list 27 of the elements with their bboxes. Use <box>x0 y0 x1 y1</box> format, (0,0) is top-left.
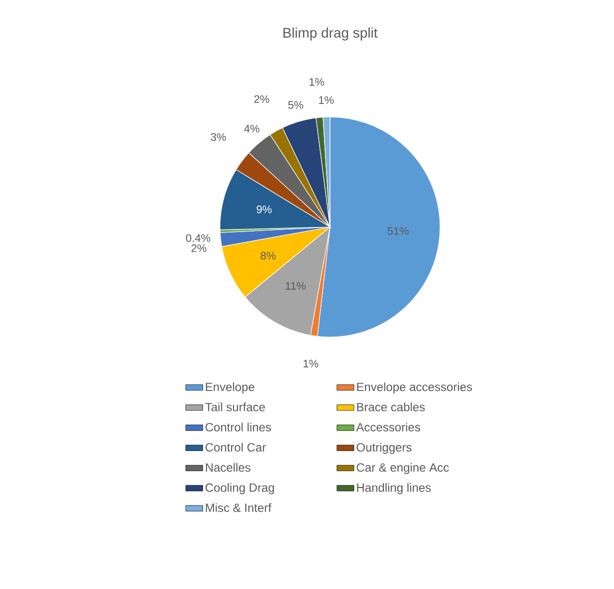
data-label: 9% <box>256 205 272 214</box>
data-label: 1% <box>310 78 324 86</box>
legend-label: Cooling Drag <box>206 483 274 494</box>
data-label: 1% <box>304 360 318 368</box>
legend-label: Misc & Interf <box>206 503 272 512</box>
legend-label: Outriggers <box>356 442 412 454</box>
data-label: 2% <box>254 95 270 103</box>
legend-label: Brace cables <box>357 402 425 412</box>
data-label: 0.4% <box>186 234 210 242</box>
legend-label: Accessories <box>356 422 420 432</box>
data-label: 2% <box>192 244 206 252</box>
data-label: 3% <box>210 133 226 141</box>
data-label: 1% <box>319 96 334 104</box>
data-label: 51% <box>388 227 409 235</box>
legend-label: Envelope accessories <box>357 382 472 394</box>
legend-label: Car & engine Acc <box>356 462 449 474</box>
legend-label: Control lines <box>206 422 271 432</box>
data-label: 4% <box>244 124 260 132</box>
data-label: 11% <box>286 282 306 290</box>
legend-label: Tail surface <box>205 402 265 412</box>
data-label: 8% <box>260 252 276 260</box>
legend-label: Envelope <box>206 382 254 394</box>
data-label: 5% <box>288 101 304 109</box>
legend-label: Control Car <box>206 442 266 452</box>
legend-label: Nacelles <box>206 462 250 472</box>
chart-title: Blimp drag split <box>283 27 378 40</box>
legend-label: Handling lines <box>357 483 431 494</box>
